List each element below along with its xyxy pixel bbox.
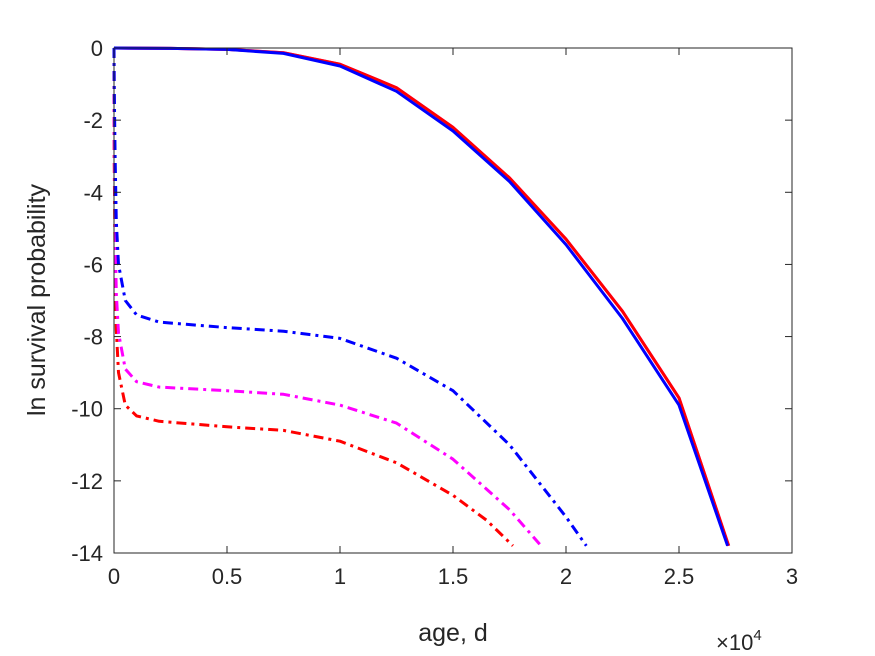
y-tick-label: -4 xyxy=(83,180,103,205)
x-tick-label: 1 xyxy=(334,564,346,589)
y-tick-label: 0 xyxy=(91,36,103,61)
plot-area xyxy=(114,48,792,553)
y-tick-label: -6 xyxy=(83,252,103,277)
y-tick-label: -8 xyxy=(83,325,103,350)
x-tick-label: 2.5 xyxy=(664,564,695,589)
x-tick-label: 0 xyxy=(108,564,120,589)
series-layer xyxy=(112,46,731,547)
series-line-5 xyxy=(112,47,543,547)
ticks-layer: 0 0.5 1 1.5 2 2.5 3 0 -2 -4 -6 -8 -10 -12 -14 xyxy=(71,36,798,589)
x-axis-label: age, d xyxy=(418,619,488,647)
series-line-3 xyxy=(113,46,730,547)
y-tick-label: -10 xyxy=(71,397,103,422)
series-line-6 xyxy=(112,47,588,547)
y-tick-label: -2 xyxy=(83,108,103,133)
x-exponent-base: ×10 xyxy=(716,630,753,655)
x-tick-label: 1.5 xyxy=(438,564,469,589)
x-tick-label: 2 xyxy=(560,564,572,589)
x-exponent-label: ×104 xyxy=(716,627,762,655)
y-axis-label: ln survival probability xyxy=(23,183,51,416)
x-tick-label: 0.5 xyxy=(212,564,243,589)
x-tick-label: 3 xyxy=(786,564,798,589)
y-tick-label: -14 xyxy=(71,541,103,566)
x-exponent-power: 4 xyxy=(753,627,761,644)
y-tick-label: -12 xyxy=(71,469,103,494)
